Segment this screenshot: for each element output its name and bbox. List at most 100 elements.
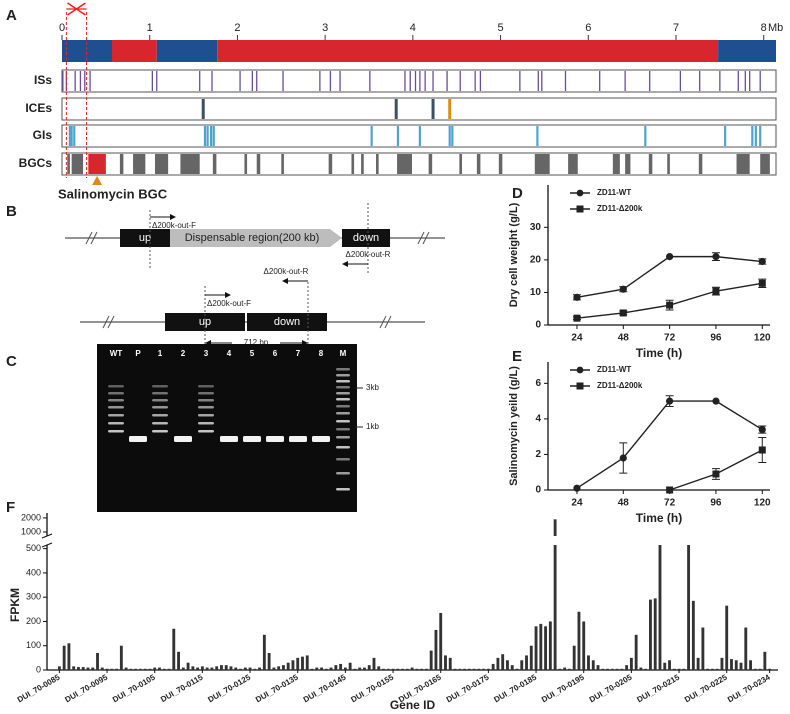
arrow-head: [170, 214, 176, 220]
series-line: [576, 400, 763, 489]
panel-label: B: [6, 203, 17, 220]
bar: [324, 668, 328, 670]
break-mark: [102, 315, 392, 329]
bar: [96, 653, 99, 670]
x-tick-label: DUI_70-0115: [159, 672, 205, 704]
bar: [57, 666, 61, 670]
bar: [515, 668, 519, 670]
bar: [343, 667, 347, 670]
x-tick-label: DUI_70-0135: [254, 672, 300, 704]
bar: [205, 667, 209, 670]
bar: [486, 668, 490, 670]
track-box: [61, 97, 777, 121]
x-tick-label: DUI_70-0125: [206, 672, 252, 704]
pointer: [92, 176, 103, 185]
y-tick-label: 0: [535, 485, 541, 496]
bar: [272, 667, 276, 670]
bgc-block: [328, 154, 333, 174]
bar: [615, 668, 619, 670]
bar: [696, 657, 700, 670]
gel-band: [336, 368, 350, 371]
track-label: BGCs: [19, 156, 53, 170]
gel-band: [336, 412, 350, 415]
primer-label: Δ200k-out-R: [346, 250, 391, 259]
marker: [712, 253, 720, 261]
lane-label: M: [340, 349, 347, 358]
marker-label: 3kb: [366, 383, 379, 392]
arrow-head: [225, 292, 231, 298]
gel-band: [198, 430, 214, 433]
bar: [496, 657, 500, 670]
bar: [529, 645, 533, 670]
bar: [758, 668, 762, 670]
gel-band: [312, 436, 330, 442]
bar: [339, 663, 343, 670]
marker: [712, 287, 720, 295]
bar: [301, 656, 304, 670]
x-tick-label: DUI_70-0095: [63, 672, 109, 704]
bar: [525, 655, 528, 670]
gel-band: [152, 392, 168, 395]
bar: [239, 668, 242, 670]
bar: [200, 666, 204, 670]
primer-label: Δ200k-out-F: [152, 221, 196, 230]
bar: [548, 621, 552, 670]
bar: [510, 665, 514, 670]
bgc-block: [612, 154, 620, 174]
y-tick-label: 6: [535, 378, 541, 389]
panel-label: A: [6, 7, 17, 24]
bgc-block: [376, 154, 379, 174]
lane-label: 1: [158, 349, 163, 358]
bar: [629, 657, 633, 670]
x-tick-label: 2: [234, 22, 240, 34]
marker: [619, 309, 627, 317]
y-tick-label: 400: [26, 567, 41, 577]
x-tick-label: 1: [147, 22, 153, 34]
bar: [372, 657, 376, 670]
bar: [91, 667, 95, 670]
gel-band: [152, 399, 168, 402]
construct-bottom: up down Δ200k-out-F Δ200k-out-R 712 bp: [80, 267, 425, 350]
x-tick-label: DUI_70-0225: [683, 672, 729, 704]
bar: [668, 660, 671, 670]
bar: [243, 667, 247, 670]
bar: [267, 653, 271, 670]
x-axis-label: Gene ID: [390, 698, 436, 712]
gel-band: [220, 436, 238, 442]
bar: [62, 645, 66, 670]
x-tick-label: 24: [571, 498, 583, 509]
bar: [639, 667, 643, 670]
bar: [458, 668, 462, 670]
bar: [124, 667, 128, 670]
marker: [758, 257, 766, 266]
bgc-block: [180, 154, 200, 174]
bar: [215, 666, 219, 670]
y-tick-label: 0: [535, 320, 541, 331]
bar: [162, 668, 166, 670]
bar: [749, 660, 752, 670]
down-box: [247, 313, 327, 331]
marker: [619, 454, 627, 462]
marker: [666, 301, 674, 309]
x-axis-label: Time (h): [636, 346, 682, 360]
marker: [573, 293, 581, 301]
bar: [506, 660, 509, 670]
marker: [712, 397, 720, 405]
x-tick-label: DUI_70-0195: [540, 672, 586, 704]
bar: [191, 666, 195, 670]
bar: [739, 662, 743, 670]
y-tick-label: 10: [530, 287, 542, 298]
bgc-block: [760, 154, 770, 174]
lane-label: P: [135, 349, 141, 358]
bgc-block: [736, 154, 750, 174]
bar: [391, 668, 395, 670]
x-tick-label: DUI_70-0205: [588, 672, 634, 704]
legend-label: ZD11-WT: [597, 365, 631, 374]
bar: [153, 667, 157, 670]
bar: [401, 668, 405, 670]
bar: [439, 612, 443, 670]
x-tick-label: 5: [498, 22, 504, 34]
bar: [572, 645, 576, 670]
down-box: [342, 229, 390, 247]
bar: [281, 665, 285, 670]
